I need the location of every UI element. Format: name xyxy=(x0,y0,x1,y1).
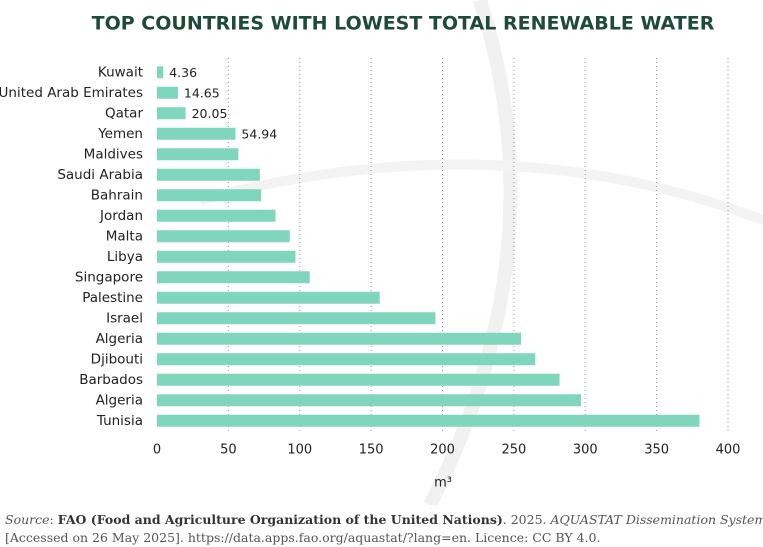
value-label: 14.65 xyxy=(184,85,220,100)
bar xyxy=(157,251,295,263)
y-tick-label: Algeria xyxy=(96,392,143,408)
source-line: [Accessed on 26 May 2025]. https://data.… xyxy=(5,529,763,547)
bar xyxy=(157,353,535,365)
bar xyxy=(157,128,235,140)
y-tick-label: Libya xyxy=(107,249,143,265)
bar xyxy=(157,415,699,427)
y-tick-label: Bahrain xyxy=(91,187,143,203)
bar xyxy=(157,87,178,99)
y-tick-label: Tunisia xyxy=(96,413,143,429)
y-tick-label: United Arab Emirates xyxy=(0,85,143,101)
source-text: . 2025. xyxy=(503,512,551,527)
y-tick-label: Jordan xyxy=(99,208,143,224)
chart: TOP COUNTRIES WITH LOWEST TOTAL RENEWABL… xyxy=(0,0,763,505)
value-label: 20.05 xyxy=(192,106,228,121)
y-tick-label: Barbados xyxy=(79,372,143,388)
x-tick-label: 400 xyxy=(716,443,741,458)
bar xyxy=(157,66,163,78)
source-text: FAO (Food and Agriculture Organization o… xyxy=(58,512,503,527)
y-tick-label: Maldives xyxy=(84,146,143,162)
chart-title: TOP COUNTRIES WITH LOWEST TOTAL RENEWABL… xyxy=(92,13,715,35)
bar xyxy=(157,333,521,345)
bar xyxy=(157,271,310,283)
y-tick-label: Yemen xyxy=(97,126,143,142)
y-tick-label: Djibouti xyxy=(91,351,143,367)
source-text: AQUASTAT Dissemination System. xyxy=(551,512,763,527)
value-label: 4.36 xyxy=(169,65,197,80)
bar xyxy=(157,292,380,304)
bar xyxy=(157,107,186,119)
bar xyxy=(157,394,581,406)
x-axis-label: m³ xyxy=(434,476,452,491)
x-tick-label: 100 xyxy=(287,443,312,458)
y-tick-label: Algeria xyxy=(96,331,143,347)
source-line: Source: FAO (Food and Agriculture Organi… xyxy=(5,511,763,529)
bg-curve xyxy=(200,164,763,220)
x-tick-label: 150 xyxy=(359,443,384,458)
x-tick-label: 250 xyxy=(501,443,526,458)
y-tick-label: Israel xyxy=(106,310,143,326)
bar xyxy=(157,148,238,160)
source-text: : xyxy=(50,512,58,527)
y-tick-label: Singapore xyxy=(75,269,143,285)
bar xyxy=(157,210,275,222)
x-tick-label: 300 xyxy=(573,443,598,458)
bar xyxy=(157,169,260,181)
bar xyxy=(157,189,261,201)
y-tick-label: Palestine xyxy=(82,290,143,306)
x-tick-label: 350 xyxy=(644,443,669,458)
bar xyxy=(157,374,560,386)
bg-curve xyxy=(430,0,510,505)
y-tick-label: Qatar xyxy=(105,105,143,121)
source: Source: FAO (Food and Agriculture Organi… xyxy=(5,511,763,547)
x-tick-label: 0 xyxy=(153,443,161,458)
bar xyxy=(157,230,290,242)
source-text: Source xyxy=(5,512,50,527)
y-tick-label: Kuwait xyxy=(98,64,143,80)
bar xyxy=(157,312,435,324)
y-tick-label: Malta xyxy=(106,228,143,244)
x-tick-label: 200 xyxy=(430,443,455,458)
x-tick-label: 50 xyxy=(220,443,237,458)
y-tick-label: Saudi Arabia xyxy=(57,167,143,183)
value-label: 54.94 xyxy=(241,126,277,141)
